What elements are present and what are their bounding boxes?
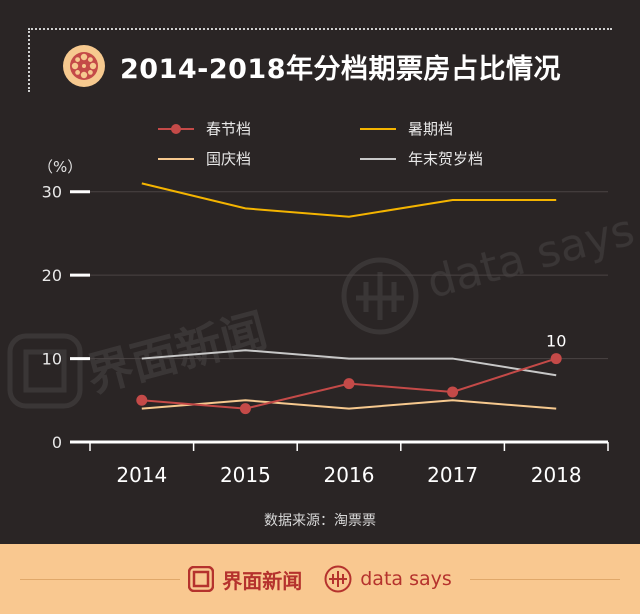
watermark-brand-en: data says [422, 205, 640, 309]
legend-item-newyear: 年末贺岁档 [360, 148, 483, 169]
data-point-0-4 [550, 353, 562, 365]
data-label: 10 [546, 332, 566, 351]
legend-swatch-newyear [360, 157, 396, 160]
decorative-dotted-line-vertical [28, 28, 30, 92]
x-tick-label: 2017 [427, 463, 478, 487]
data-point-0-1 [239, 403, 251, 415]
legend-item-national: 国庆档 [158, 148, 251, 169]
footer-brand-en: data says [360, 568, 452, 590]
legend-swatch-national [158, 157, 194, 160]
y-tick-label: 0 [52, 433, 62, 452]
y-axis-unit-label: （%） [38, 158, 83, 176]
soundwave-logo-icon [324, 565, 352, 593]
legend-item-summer: 暑期档 [360, 118, 453, 139]
decorative-dotted-line [28, 28, 612, 30]
series-line-2 [141, 399, 557, 410]
footer-divider-right [470, 579, 620, 580]
data-point-0-3 [447, 386, 459, 398]
y-tick-label: 20 [42, 266, 62, 285]
legend-label-newyear: 年末贺岁档 [408, 150, 484, 168]
title-block: 2014-2018年分档期票房占比情况 [62, 44, 561, 88]
jiemian-logo-icon [188, 566, 215, 592]
data-point-0-0 [136, 394, 148, 406]
y-tick-label: 10 [42, 350, 62, 369]
chart-frame: 2014-2018年分档期票房占比情况 春节档 暑期档 国庆档 年末贺岁档 （%… [7, 28, 640, 529]
legend-label-summer: 暑期档 [408, 120, 454, 138]
x-tick-label: 2018 [531, 463, 582, 487]
chart-title: 2014-2018年分档期票房占比情况 [120, 53, 561, 85]
series-line-1 [141, 182, 557, 218]
footer-divider-left [20, 579, 180, 580]
footer-brand-datasays: data says [324, 565, 452, 593]
legend-item-spring: 春节档 [158, 118, 251, 139]
footer-brand-cn: 界面新闻 [222, 568, 303, 593]
x-tick-label: 2015 [220, 463, 271, 487]
line-chart: 界面新闻 data says 0 10 20 30 2014 2015 2016 2017 20… [7, 182, 640, 487]
x-tick-label: 2016 [324, 463, 375, 487]
series-line-3 [141, 349, 557, 377]
legend-label-national: 国庆档 [206, 150, 252, 168]
legend-swatch-spring [158, 123, 194, 134]
axes: 0 10 20 30 2014 2015 2016 2017 2018 [42, 183, 609, 487]
watermark-brand-cn: 界面新闻 [81, 303, 273, 403]
film-reel-icon [63, 45, 105, 87]
data-point-0-2 [343, 378, 355, 390]
legend-swatch-summer [360, 127, 396, 130]
watermark-soundwave-icon [341, 257, 419, 335]
watermark: 界面新闻 data says [7, 205, 640, 409]
x-tick-label: 2014 [116, 463, 167, 487]
footer-brand-row: 界面新闻 data says [0, 544, 640, 614]
footer: 界面新闻 data says [0, 544, 640, 614]
watermark-logo-icon [7, 333, 83, 409]
series-layer: 10 [136, 182, 566, 415]
legend-label-spring: 春节档 [206, 120, 252, 138]
footer-brand-jiemian: 界面新闻 [188, 565, 302, 594]
data-source-note: 数据来源：淘票票 [264, 513, 376, 529]
y-tick-label: 30 [42, 183, 62, 202]
